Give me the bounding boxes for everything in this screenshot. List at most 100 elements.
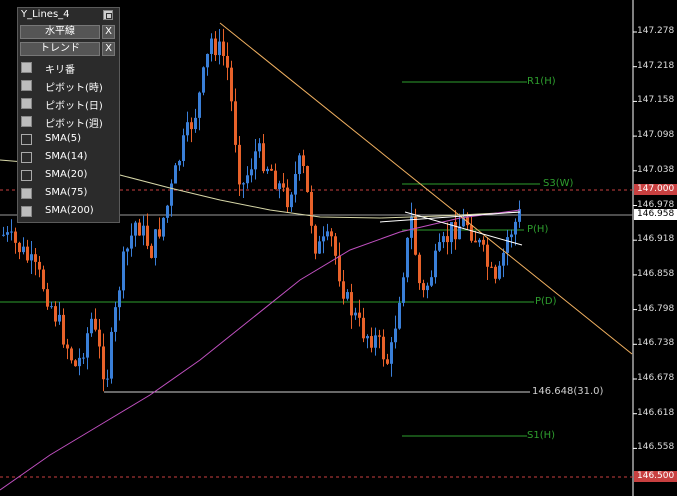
candle-body: [226, 55, 229, 68]
trend-line-short[interactable]: [404, 211, 523, 246]
checkbox[interactable]: [21, 80, 32, 91]
candle-body: [190, 122, 193, 130]
candle-body: [370, 336, 373, 348]
p-day-label: P(D): [535, 296, 557, 307]
candle-body: [334, 236, 337, 256]
candle-body: [126, 248, 129, 252]
indicator-row-pivot-week[interactable]: ピボット(週): [20, 113, 116, 130]
price-tick-label: 146.858: [637, 268, 675, 279]
candle-body: [406, 237, 409, 278]
minimize-button[interactable]: [103, 10, 113, 20]
candle-body: [194, 117, 197, 130]
candle-body: [354, 312, 357, 316]
axis-ticks: [633, 31, 637, 449]
checkbox[interactable]: [21, 134, 32, 145]
checkbox[interactable]: [21, 62, 32, 73]
indicator-label: SMA(5): [45, 133, 81, 144]
candle-body: [514, 221, 517, 235]
candle-body: [382, 336, 385, 360]
indicator-row-pivot-hour[interactable]: ピボット(時): [20, 77, 116, 94]
trend-line-close-button[interactable]: X: [102, 42, 115, 56]
candle-body: [378, 335, 381, 337]
trend-line-button[interactable]: トレンド: [20, 42, 100, 56]
candle-body: [154, 229, 157, 258]
candle-body: [290, 194, 293, 208]
s1-hour-label: S1(H): [527, 430, 556, 441]
candle-body: [510, 234, 513, 238]
indicator-row-sma14[interactable]: SMA(14): [20, 149, 116, 166]
candle-body: [294, 174, 297, 195]
candle-body: [518, 209, 521, 222]
candle-body: [46, 289, 49, 307]
candle-body: [146, 225, 149, 246]
candle-body: [130, 235, 133, 249]
indicator-label: ピボット(日): [45, 101, 103, 112]
candle-body: [422, 283, 425, 291]
checkbox[interactable]: [21, 170, 32, 181]
checkbox[interactable]: [21, 188, 32, 199]
indicator-row-sma200[interactable]: SMA(200): [20, 203, 116, 220]
panel-titlebar[interactable]: Y_Lines_4: [18, 8, 119, 23]
candle-body: [14, 231, 17, 243]
candle-body: [362, 317, 365, 339]
checkbox[interactable]: [21, 116, 32, 127]
candle-body: [474, 240, 477, 243]
minimize-icon: [106, 13, 112, 19]
candle-body: [18, 242, 21, 253]
candle-body: [166, 205, 169, 218]
candle-body: [206, 53, 209, 68]
indicator-row-sma20[interactable]: SMA(20): [20, 167, 116, 184]
candle-body: [258, 143, 261, 152]
candle-body: [438, 242, 441, 251]
horizontal-line-close-button[interactable]: X: [102, 25, 115, 39]
candle-body: [458, 226, 461, 240]
candle-body: [238, 144, 241, 185]
candle-body: [186, 122, 189, 136]
candle-body: [106, 378, 109, 380]
candle-body: [66, 344, 69, 349]
indicator-row-sma75[interactable]: SMA(75): [20, 185, 116, 202]
candle-body: [286, 187, 289, 208]
candle-body: [50, 306, 53, 308]
checkbox[interactable]: [21, 98, 32, 109]
candle-body: [54, 306, 57, 322]
candles: [2, 28, 521, 392]
candle-body: [58, 314, 61, 322]
price-tick-label: 147.098: [637, 130, 675, 141]
price-tick-label: 146.918: [637, 234, 675, 245]
candle-body: [254, 151, 257, 170]
candle-body: [118, 290, 121, 308]
sma200-curve: [0, 209, 521, 491]
candle-body: [182, 135, 185, 161]
candle-body: [218, 41, 221, 56]
candle-body: [222, 41, 225, 56]
y-lines-panel[interactable]: Y_Lines_4 水平線 X トレンド X キリ番 ピボット(時) ピボット(…: [17, 7, 120, 223]
candle-body: [278, 183, 281, 190]
candle-body: [446, 236, 449, 243]
candle-body: [178, 160, 181, 166]
candle-body: [490, 266, 493, 268]
price-tick-label: 146.738: [637, 338, 675, 349]
candle-body: [506, 237, 509, 253]
candle-body: [2, 234, 5, 236]
current-price-box: 146.958: [634, 209, 677, 220]
indicator-row-sma5[interactable]: SMA(5): [20, 131, 116, 148]
candle-body: [234, 101, 237, 145]
checkbox[interactable]: [21, 206, 32, 217]
trend-line-upper[interactable]: [379, 211, 521, 223]
candle-body: [374, 335, 377, 348]
candle-body: [174, 165, 177, 184]
candle-body: [42, 269, 45, 290]
checkbox[interactable]: [21, 152, 32, 163]
indicator-row-pivot-day[interactable]: ピボット(日): [20, 95, 116, 112]
trend-line-down[interactable]: [219, 22, 633, 355]
candle-body: [470, 225, 473, 241]
candle-body: [310, 191, 313, 226]
candle-body: [450, 222, 453, 243]
indicator-row-round-number[interactable]: キリ番: [20, 59, 116, 76]
candle-body: [134, 222, 137, 236]
candle-body: [442, 236, 445, 243]
candle-body: [426, 285, 429, 291]
horizontal-line-button[interactable]: 水平線: [20, 25, 100, 39]
